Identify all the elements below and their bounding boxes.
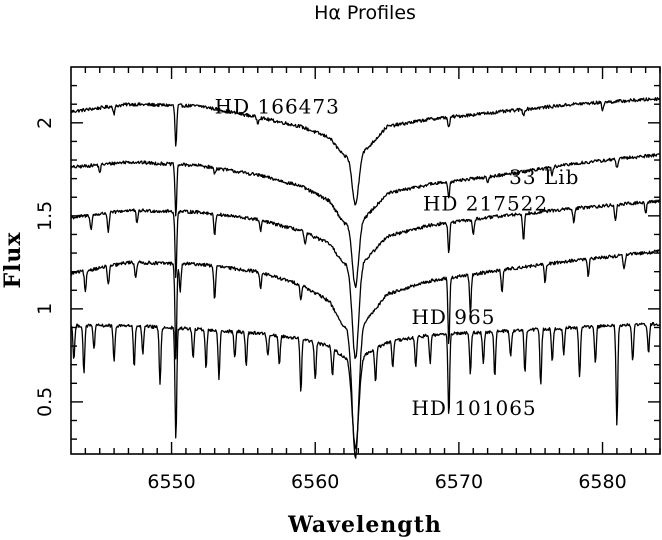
x-axis-label: Wavelength <box>287 512 442 538</box>
spectrum-label: HD 101065 <box>411 396 536 420</box>
spectrum-line-1 <box>70 96 661 206</box>
spectrum-label: HD 217522 <box>423 191 548 215</box>
spectrum-label: HD 166473 <box>215 95 340 119</box>
spectrum-line-2 <box>70 153 661 289</box>
spectrum-lines <box>70 96 661 459</box>
x-tick-label: 6560 <box>291 471 339 493</box>
y-tick-label: 2 <box>34 117 56 129</box>
axis-ticks <box>71 67 661 454</box>
spectrum-line-4 <box>70 249 661 459</box>
spectrum-label: HD 965 <box>411 305 495 329</box>
spectrum-label: 33 Lib <box>509 165 579 189</box>
y-tick-label: 1 <box>34 303 56 315</box>
x-tick-label: 6550 <box>147 471 195 493</box>
axis-tick-labels: 6550 6560 6570 6580 0.5 1 1.5 2 <box>34 117 627 493</box>
plot-frame <box>70 66 661 455</box>
chart-title: Hα Profiles <box>314 2 416 24</box>
x-tick-label: 6570 <box>435 471 483 493</box>
y-axis-label: Flux <box>0 231 26 288</box>
y-tick-label: 0.5 <box>34 387 56 417</box>
y-tick-label: 1.5 <box>34 201 56 231</box>
spectrum-line-3 <box>71 199 661 360</box>
spectrum-line-5 <box>70 321 661 450</box>
x-tick-label: 6580 <box>578 471 626 493</box>
